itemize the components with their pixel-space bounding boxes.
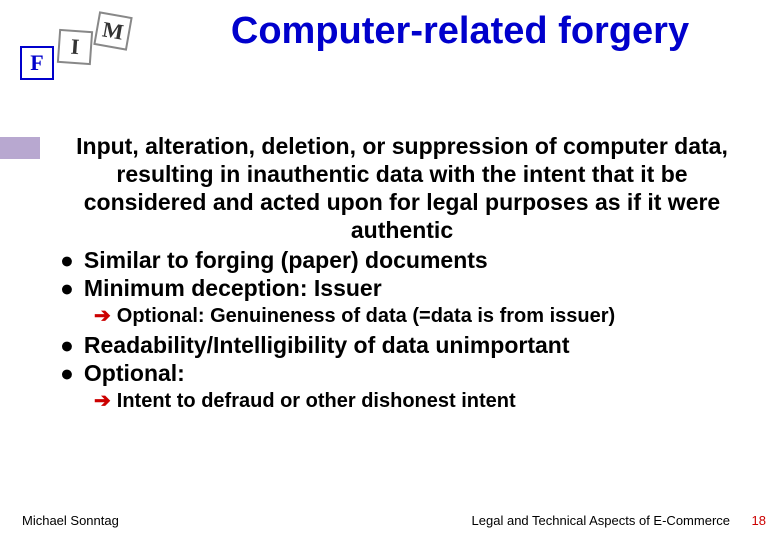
sub-bullet-item: ➔ Optional: Genuineness of data (=data i… bbox=[46, 304, 758, 328]
slide: M I F Computer-related forgery Input, al… bbox=[0, 0, 780, 540]
bullet-text: Similar to forging (paper) documents bbox=[84, 246, 758, 274]
bullet-text: Optional: bbox=[84, 359, 758, 387]
sub-bullet-item: ➔ Intent to defraud or other dishonest i… bbox=[46, 389, 758, 413]
bullet-text: Readability/Intelligibility of data unim… bbox=[84, 331, 758, 359]
bullet-item: ● Readability/Intelligibility of data un… bbox=[46, 331, 758, 359]
content-area: Input, alteration, deletion, or suppress… bbox=[46, 132, 758, 415]
bullet-item: ● Similar to forging (paper) documents bbox=[46, 246, 758, 274]
logo-block-f: F bbox=[20, 46, 54, 80]
bullet-icon: ● bbox=[60, 359, 74, 387]
footer-title: Legal and Technical Aspects of E-Commerc… bbox=[472, 513, 730, 528]
arrow-icon: ➔ bbox=[94, 304, 111, 328]
sub-bullet-text: Intent to defraud or other dishonest int… bbox=[117, 389, 758, 413]
logo-block-m: M bbox=[93, 11, 132, 50]
accent-bar bbox=[0, 137, 40, 159]
slide-title: Computer-related forgery bbox=[160, 10, 760, 53]
page-number: 18 bbox=[752, 513, 766, 528]
bullet-item: ● Optional: bbox=[46, 359, 758, 387]
footer-author: Michael Sonntag bbox=[22, 513, 119, 528]
lead-paragraph: Input, alteration, deletion, or suppress… bbox=[46, 132, 758, 244]
arrow-icon: ➔ bbox=[94, 389, 111, 413]
fim-logo: M I F bbox=[14, 14, 144, 84]
sub-bullet-text: Optional: Genuineness of data (=data is … bbox=[117, 304, 758, 328]
bullet-item: ● Minimum deception: Issuer bbox=[46, 274, 758, 302]
bullet-icon: ● bbox=[60, 331, 74, 359]
bullet-icon: ● bbox=[60, 274, 74, 302]
bullet-icon: ● bbox=[60, 246, 74, 274]
logo-block-i: I bbox=[57, 29, 93, 65]
bullet-text: Minimum deception: Issuer bbox=[84, 274, 758, 302]
